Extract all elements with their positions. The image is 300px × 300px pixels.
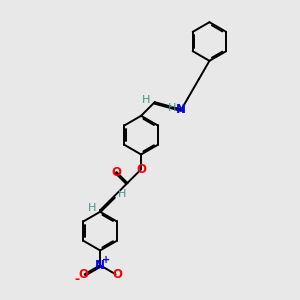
Text: +: + [102,255,110,265]
Text: O: O [136,163,146,176]
Text: H: H [88,203,96,213]
Text: O: O [78,268,88,281]
Text: O: O [112,166,122,178]
Text: O: O [112,268,122,281]
Text: -: - [75,273,80,286]
Text: H: H [142,95,151,105]
Text: H: H [118,189,126,199]
Text: N: N [95,259,105,272]
Text: N: N [176,103,186,116]
Text: H: H [168,103,176,113]
